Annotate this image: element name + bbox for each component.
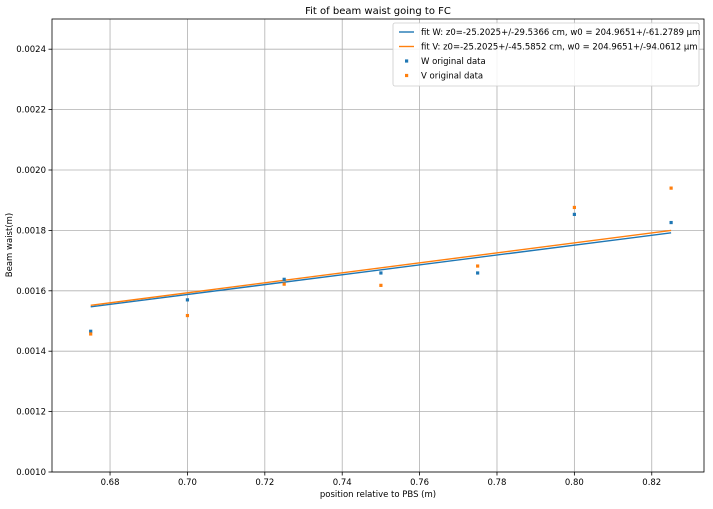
legend: fit W: z0=-25.2025+/-29.5366 cm, w0 = 20… <box>392 22 700 87</box>
data-point <box>282 277 286 281</box>
x-tick-label: 0.80 <box>565 478 584 488</box>
data-point <box>89 332 93 336</box>
data-point <box>476 264 480 268</box>
x-tick-label: 0.78 <box>488 478 507 488</box>
data-point <box>572 212 576 216</box>
fit-line-1 <box>90 229 672 306</box>
y-tick-label: 0.0018 <box>16 226 46 236</box>
y-tick-label: 0.0016 <box>16 287 46 297</box>
data-point <box>89 329 93 333</box>
x-tick-label: 0.74 <box>333 478 352 488</box>
x-tick-label: 0.82 <box>642 478 661 488</box>
plot-series <box>89 186 673 336</box>
legend-entry: fit W: z0=-25.2025+/-29.5366 cm, w0 = 20… <box>421 28 700 38</box>
grid <box>52 19 704 473</box>
x-axis-label: position relative to PBS (m) <box>320 490 436 500</box>
y-tick-label: 0.0010 <box>16 468 46 478</box>
data-point <box>476 271 480 275</box>
data-point <box>379 283 383 287</box>
legend-box <box>392 22 700 87</box>
data-point <box>572 205 576 210</box>
chart-title: Fit of beam waist going to FC <box>305 6 451 17</box>
data-point <box>379 271 383 275</box>
y-tick-label: 0.0024 <box>16 45 46 55</box>
fit-line-0 <box>90 232 672 308</box>
y-tick-label: 0.0022 <box>16 106 46 116</box>
legend-entry: V original data <box>421 72 483 82</box>
legend-marker-swatch <box>405 59 409 63</box>
data-point <box>669 186 673 190</box>
plot-frame <box>51 18 705 473</box>
legend-marker-swatch <box>405 73 409 78</box>
legend-entry: W original data <box>421 57 486 67</box>
data-point <box>185 298 190 302</box>
y-tick-label: 0.0014 <box>16 347 46 357</box>
x-tick-label: 0.72 <box>255 478 274 488</box>
data-point <box>669 220 673 225</box>
y-axis-label: Beam waist(m) <box>5 213 15 277</box>
x-tick-label: 0.76 <box>410 478 429 488</box>
y-tick-label: 0.0012 <box>16 408 46 418</box>
x-axis-ticks: 0.68 0.70 0.72 0.74 0.76 0.78 0.80 0.82 <box>101 472 661 488</box>
data-point <box>282 282 286 286</box>
x-tick-label: 0.70 <box>178 478 197 488</box>
y-axis-ticks: 0.0010 0.0012 0.0014 0.0016 0.0018 0.0020 0.00… <box>16 45 52 478</box>
legend-entry: fit V: z0=-25.2025+/-45.5852 cm, w0 = 20… <box>421 43 698 53</box>
y-tick-label: 0.0020 <box>16 166 46 176</box>
x-tick-label: 0.68 <box>101 478 120 488</box>
data-point <box>185 313 190 318</box>
